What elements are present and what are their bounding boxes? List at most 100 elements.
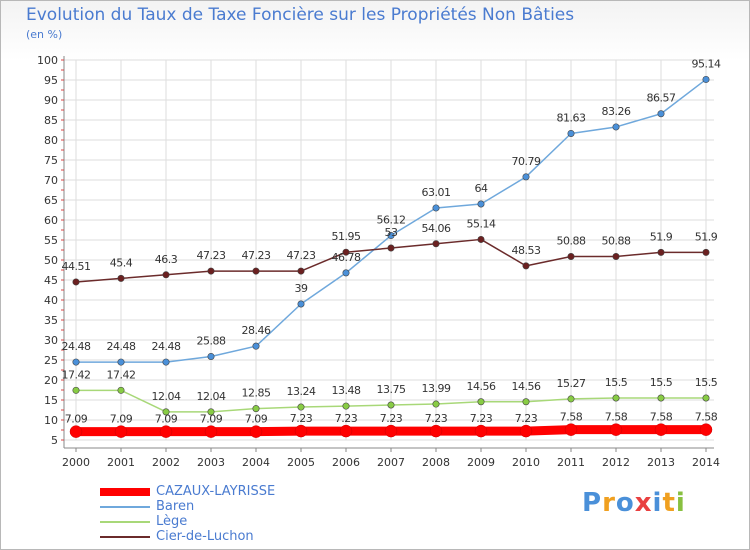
data-label: 7.09 — [110, 413, 133, 426]
data-label: 13.48 — [332, 384, 361, 397]
data-label: 12.04 — [197, 390, 226, 403]
data-label: 7.58 — [695, 411, 718, 424]
data-label: 83.26 — [602, 105, 631, 118]
data-point — [297, 267, 305, 275]
data-label: 56.12 — [377, 214, 406, 227]
data-point — [654, 423, 668, 436]
data-point — [207, 352, 215, 360]
data-point — [432, 240, 440, 248]
logo-letter: r — [602, 488, 616, 518]
data-label: 15.5 — [650, 376, 673, 389]
logo-letter: i — [652, 488, 663, 518]
data-label: 54.06 — [422, 222, 451, 235]
y-tick-label: 35 — [44, 314, 58, 327]
legend-swatch — [100, 488, 150, 496]
data-point — [612, 123, 620, 131]
data-point — [207, 267, 215, 275]
data-point — [564, 423, 578, 436]
data-point — [702, 248, 710, 256]
y-tick-label: 100 — [37, 54, 58, 67]
data-label: 7.09 — [200, 413, 223, 426]
legend-label: Cier-de-Luchon — [156, 529, 254, 544]
data-point — [567, 129, 575, 137]
data-label: 7.23 — [290, 412, 313, 425]
data-point — [252, 405, 260, 413]
data-point — [432, 400, 440, 408]
data-point — [699, 423, 713, 436]
data-label: 64 — [475, 182, 488, 195]
logo-letter: P — [582, 488, 603, 518]
data-point — [342, 269, 350, 277]
y-tick-label: 45 — [44, 274, 58, 287]
data-label: 7.09 — [155, 413, 178, 426]
data-point — [657, 394, 665, 402]
y-tick-label: 70 — [44, 174, 58, 187]
data-label: 7.58 — [650, 411, 673, 424]
x-tick-label: 2001 — [107, 456, 135, 469]
x-tick-label: 2004 — [242, 456, 270, 469]
data-label: 14.56 — [467, 380, 496, 393]
data-point — [429, 424, 443, 438]
data-point — [342, 248, 350, 256]
y-tick-label: 55 — [44, 234, 58, 247]
data-label: 45.4 — [110, 256, 133, 269]
data-label: 13.75 — [377, 383, 406, 396]
data-label: 95.14 — [692, 57, 721, 70]
data-point — [297, 300, 305, 308]
data-point — [162, 408, 170, 416]
data-point — [477, 200, 485, 208]
data-label: 47.23 — [242, 249, 271, 262]
y-tick-label: 95 — [44, 74, 58, 87]
data-point — [522, 398, 530, 406]
data-label: 55.14 — [467, 217, 496, 230]
data-point — [252, 267, 260, 275]
legend-swatch — [100, 536, 150, 538]
data-label: 50.88 — [557, 234, 586, 247]
data-point — [249, 425, 263, 438]
data-point — [207, 408, 215, 416]
data-point — [387, 232, 395, 240]
data-point — [252, 342, 260, 350]
y-tick-label: 25 — [44, 354, 58, 367]
data-label: 70.79 — [512, 155, 541, 168]
logo-letter: o — [615, 488, 635, 518]
data-label: 7.23 — [335, 412, 358, 425]
data-label: 12.85 — [242, 387, 271, 400]
data-label: 7.09 — [245, 413, 268, 426]
y-tick-label: 5 — [51, 434, 58, 447]
data-point — [702, 394, 710, 402]
data-label: 15.5 — [695, 376, 718, 389]
data-label: 86.57 — [647, 92, 676, 105]
data-label: 51.95 — [332, 230, 361, 243]
x-tick-label: 2012 — [602, 456, 630, 469]
data-point — [162, 358, 170, 366]
y-tick-label: 60 — [44, 214, 58, 227]
x-tick-label: 2002 — [152, 456, 180, 469]
y-tick-label: 20 — [44, 374, 58, 387]
y-tick-label: 50 — [44, 254, 58, 267]
data-label: 50.88 — [602, 234, 631, 247]
data-label: 48.53 — [512, 244, 541, 257]
data-label: 63.01 — [422, 186, 451, 199]
data-point — [69, 425, 83, 438]
data-label: 7.23 — [515, 412, 538, 425]
y-tick-label: 15 — [44, 394, 58, 407]
x-tick-label: 2008 — [422, 456, 450, 469]
data-point — [162, 271, 170, 279]
data-label: 7.58 — [560, 411, 583, 424]
data-label: 7.23 — [425, 412, 448, 425]
y-tick-label: 80 — [44, 134, 58, 147]
data-label: 15.5 — [605, 376, 628, 389]
data-point — [432, 204, 440, 212]
data-label: 51.9 — [695, 230, 718, 243]
data-label: 44.51 — [62, 260, 91, 273]
data-point — [294, 424, 308, 438]
data-point — [117, 274, 125, 282]
data-label: 24.48 — [107, 340, 136, 353]
legend-label: Baren — [156, 499, 195, 514]
y-tick-label: 75 — [44, 154, 58, 167]
x-tick-label: 2007 — [377, 456, 405, 469]
y-tick-label: 40 — [44, 294, 58, 307]
data-label: 46.78 — [332, 251, 361, 264]
